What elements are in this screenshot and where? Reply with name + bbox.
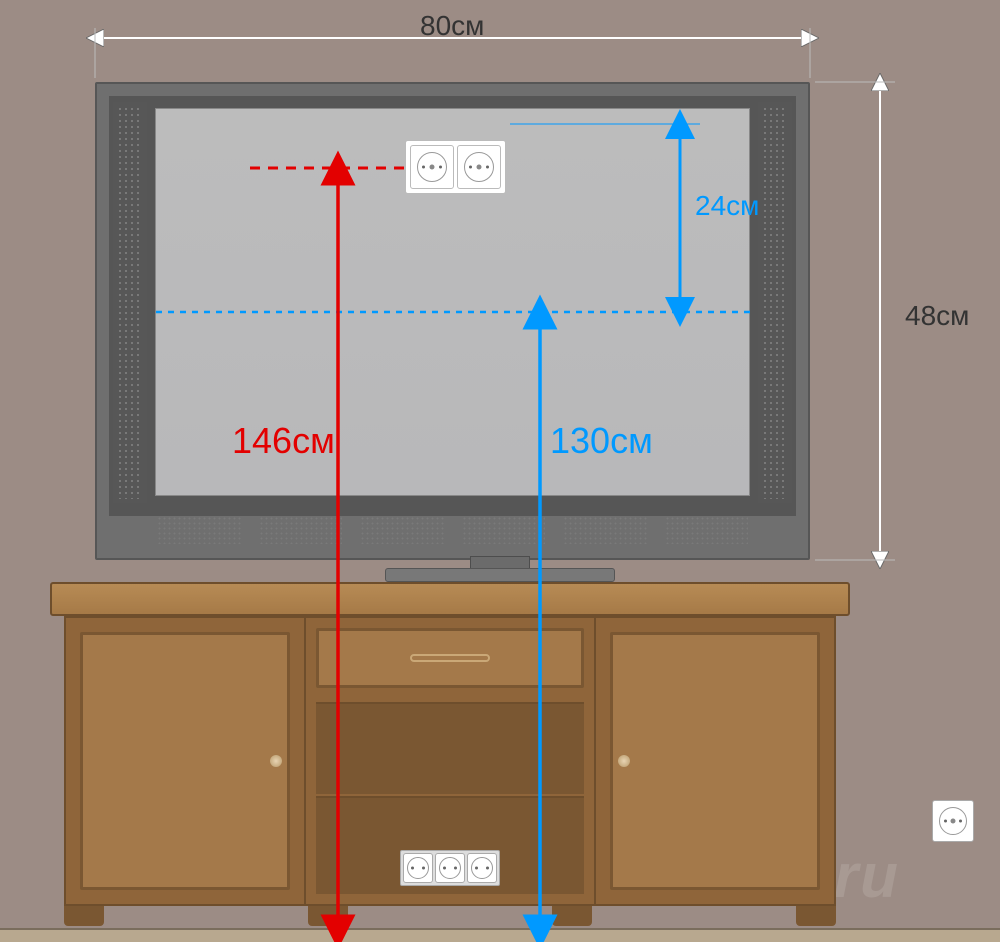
dim-130-label: 130см	[550, 420, 653, 462]
dim-height-label: 48см	[905, 300, 969, 332]
diagram-scene: electricvdome.ru electricvdome.ru	[0, 0, 1000, 942]
dim-146-label: 146см	[232, 420, 335, 462]
dim-24-label: 24см	[695, 190, 759, 222]
dim-width-label: 80см	[420, 10, 484, 42]
dimensions-overlay	[0, 0, 1000, 942]
